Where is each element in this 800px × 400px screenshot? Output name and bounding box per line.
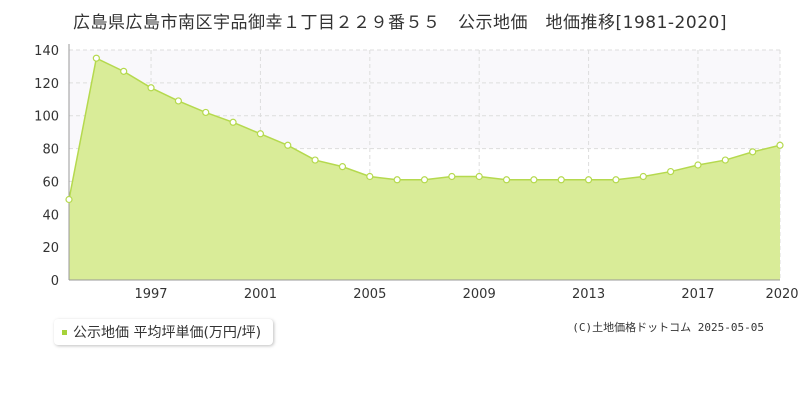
data-point	[475, 172, 483, 181]
data-point	[502, 176, 511, 184]
y-tick-label: 0	[51, 274, 59, 289]
data-point	[174, 97, 182, 105]
data-point	[366, 172, 374, 181]
legend-label: 公示地価 平均坪単価(万円/坪)	[73, 325, 262, 341]
data-point	[749, 148, 757, 156]
y-tick-label: 40	[42, 208, 59, 223]
data-point	[584, 176, 593, 184]
data-point	[667, 167, 675, 176]
x-tick-label: 2017	[681, 287, 714, 302]
data-point	[284, 141, 292, 149]
x-tick-label: 2013	[572, 287, 605, 302]
data-points	[65, 54, 784, 204]
data-point	[311, 156, 319, 164]
y-axis-tick-labels: 0 20 40 60 80 100 120 140	[34, 44, 59, 289]
data-point	[338, 163, 347, 171]
data-point	[694, 161, 702, 169]
data-point	[448, 172, 456, 181]
data-point	[639, 172, 647, 181]
data-point	[120, 67, 128, 75]
data-point	[202, 108, 210, 117]
x-tick-label: 1997	[134, 287, 167, 302]
y-tick-label: 20	[42, 241, 59, 256]
axes	[68, 44, 780, 281]
data-point	[92, 54, 100, 62]
y-tick-label: 140	[34, 44, 59, 59]
data-point	[612, 176, 620, 184]
x-axis-tick-labels: 1997 2001 2005 2009 2013 2017 2020	[134, 287, 798, 302]
data-point	[776, 141, 784, 149]
data-point	[557, 176, 565, 184]
y-tick-label: 60	[42, 175, 59, 190]
x-tick-label: 2009	[463, 287, 496, 302]
data-point	[393, 176, 401, 184]
legend-marker-icon	[62, 329, 67, 335]
series-area	[69, 58, 780, 280]
chart-title: 広島県広島市南区宇品御幸１丁目２２９番５５ 公示地価 地価推移[1981-202…	[73, 13, 727, 33]
data-point	[229, 118, 237, 126]
y-tick-label: 100	[34, 110, 59, 125]
copyright-text: (C)土地価格ドットコム 2025-05-05	[572, 321, 764, 334]
data-point	[147, 84, 155, 92]
y-tick-label: 80	[42, 143, 59, 158]
data-point	[65, 195, 73, 204]
data-point	[256, 130, 265, 138]
data-point	[530, 176, 538, 184]
data-point	[420, 176, 429, 184]
legend: 公示地価 平均坪単価(万円/坪)	[54, 319, 274, 345]
x-tick-label: 2001	[244, 287, 277, 302]
x-tick-label: 2005	[353, 287, 386, 302]
y-tick-label: 120	[34, 77, 59, 92]
x-tick-label: 2020	[765, 287, 798, 302]
data-point	[721, 156, 729, 164]
